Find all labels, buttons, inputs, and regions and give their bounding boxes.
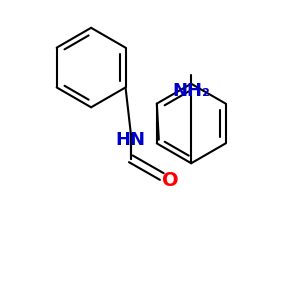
Text: HN: HN xyxy=(116,131,146,149)
Text: O: O xyxy=(162,171,179,190)
Text: NH₂: NH₂ xyxy=(172,82,210,100)
